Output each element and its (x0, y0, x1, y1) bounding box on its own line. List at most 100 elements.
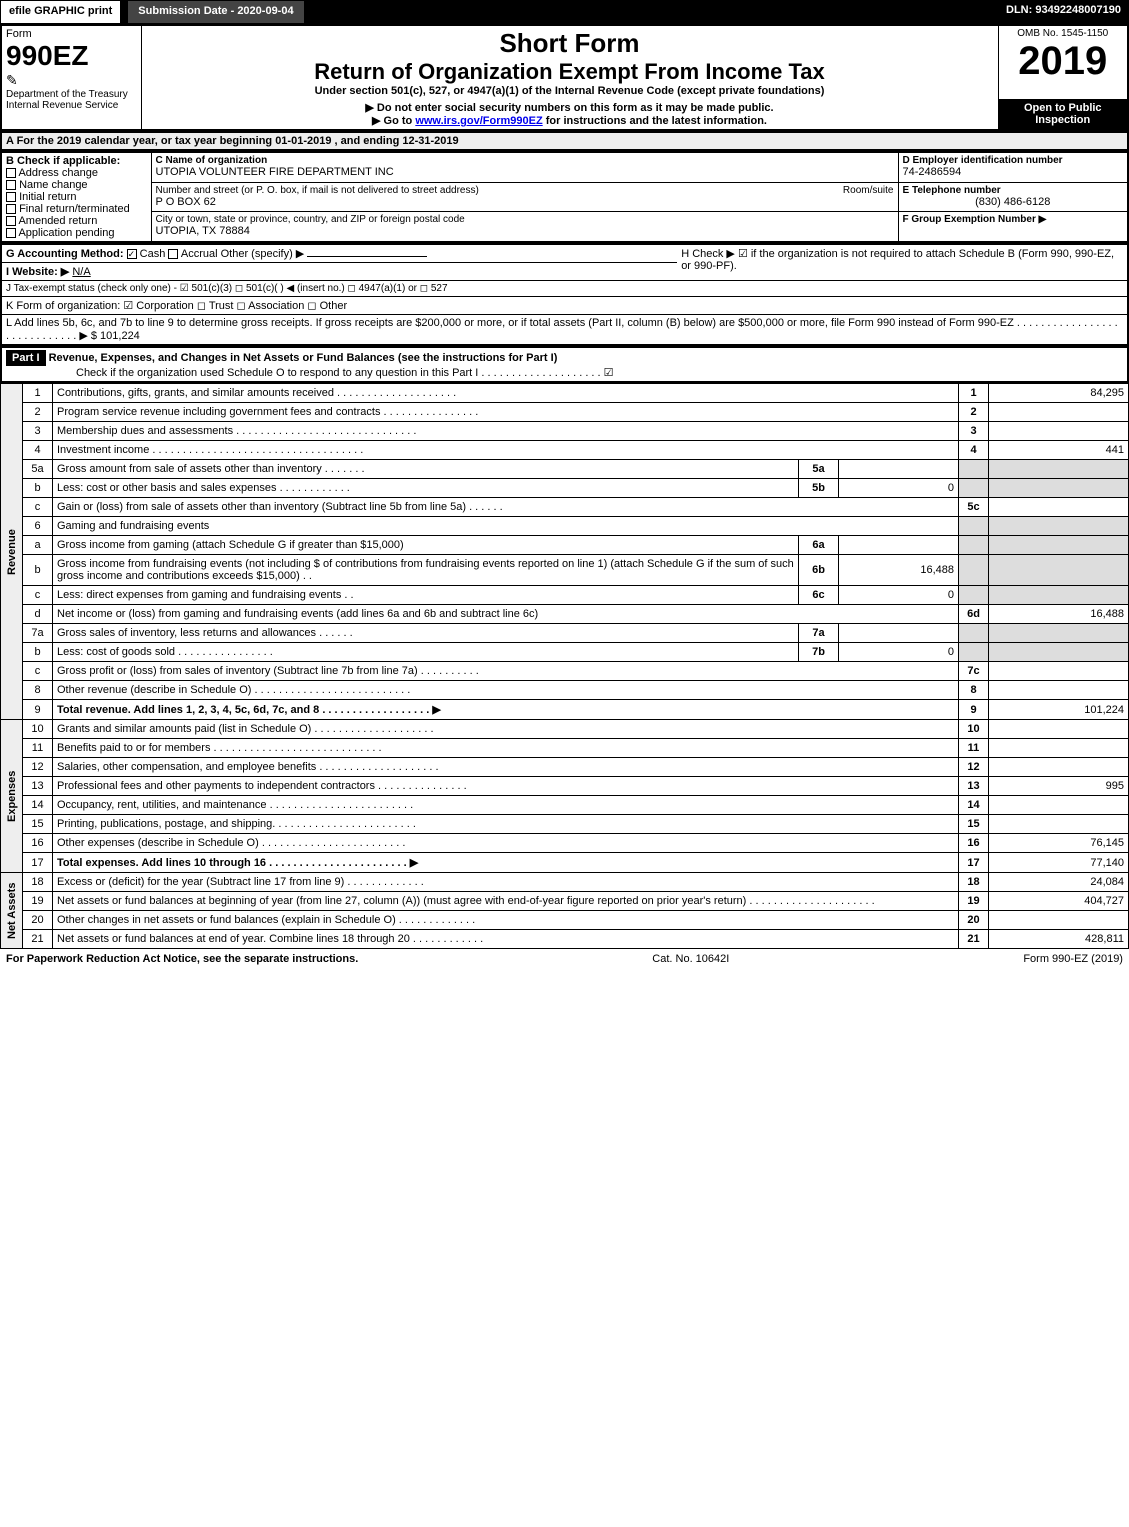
line-2-no: 2 (23, 403, 53, 422)
line-10-fn: 10 (959, 720, 989, 739)
section-c-name-label: C Name of organization (156, 155, 894, 166)
line-10-no: 10 (23, 720, 53, 739)
line-6-grey (959, 517, 989, 536)
line-5b-sub: 5b (799, 479, 839, 498)
form-header: Form 990EZ ✎ Department of the Treasury … (0, 24, 1129, 131)
line-7b-subval: 0 (839, 643, 959, 662)
line-4-fn: 4 (959, 441, 989, 460)
check-accrual[interactable]: Accrual (168, 248, 217, 260)
topbar: efile GRAPHIC print Submission Date - 20… (0, 0, 1129, 24)
revenue-vert-label: Revenue (1, 384, 23, 720)
line-7a-grey (959, 624, 989, 643)
short-form-title: Short Form (146, 28, 994, 59)
line-12-no: 12 (23, 758, 53, 777)
check-other[interactable]: Other (specify) ▶ (221, 248, 305, 260)
line-11-val (989, 739, 1129, 758)
line-5c-desc: Gain or (loss) from sale of assets other… (53, 498, 959, 517)
line-6a-no: a (23, 536, 53, 555)
line-3-fn: 3 (959, 422, 989, 441)
line-3-no: 3 (23, 422, 53, 441)
line-10-val (989, 720, 1129, 739)
tax-year: 2019 (1003, 39, 1124, 84)
line-6b-subval: 16,488 (839, 555, 959, 586)
line-6c-sub: 6c (799, 586, 839, 605)
open-public-inspection: Open to Public Inspection (998, 99, 1128, 130)
irs-link[interactable]: www.irs.gov/Form990EZ (415, 115, 542, 127)
line-5a-greyval (989, 460, 1129, 479)
line-7c-no: c (23, 662, 53, 681)
line-2-fn: 2 (959, 403, 989, 422)
line-13-desc: Professional fees and other payments to … (53, 777, 959, 796)
website-value: N/A (72, 266, 90, 278)
section-k: K Form of organization: ☑ Corporation ◻ … (1, 297, 1128, 315)
line-10-desc: Grants and similar amounts paid (list in… (53, 720, 959, 739)
line-5b-grey (959, 479, 989, 498)
check-cash[interactable]: Cash (127, 248, 166, 260)
line-12-val (989, 758, 1129, 777)
line-7b-greyval (989, 643, 1129, 662)
line-7b-grey (959, 643, 989, 662)
expenses-vert-label: Expenses (1, 720, 23, 873)
section-j: J Tax-exempt status (check only one) - ☑… (1, 281, 1128, 297)
line-15-fn: 15 (959, 815, 989, 834)
line-14-fn: 14 (959, 796, 989, 815)
line-6a-grey (959, 536, 989, 555)
section-a-row: A For the 2019 calendar year, or tax yea… (0, 131, 1129, 151)
lines-table: Revenue 1 Contributions, gifts, grants, … (0, 383, 1129, 949)
line-1-val: 84,295 (989, 384, 1129, 403)
check-application-pending[interactable]: Application pending (6, 227, 147, 239)
under-section: Under section 501(c), 527, or 4947(a)(1)… (146, 85, 994, 97)
line-6c-no: c (23, 586, 53, 605)
part1-title: Revenue, Expenses, and Changes in Net As… (49, 352, 558, 364)
efile-print-button[interactable]: efile GRAPHIC print (0, 0, 121, 24)
line-6d-fn: 6d (959, 605, 989, 624)
line-15-val (989, 815, 1129, 834)
line-18-no: 18 (23, 873, 53, 892)
line-5b-greyval (989, 479, 1129, 498)
line-9-desc: Total revenue. Add lines 1, 2, 3, 4, 5c,… (53, 700, 959, 720)
line-7a-sub: 7a (799, 624, 839, 643)
line-19-no: 19 (23, 892, 53, 911)
check-amended-return[interactable]: Amended return (6, 215, 147, 227)
line-19-val: 404,727 (989, 892, 1129, 911)
line-2-desc: Program service revenue including govern… (53, 403, 959, 422)
line-19-fn: 19 (959, 892, 989, 911)
return-title: Return of Organization Exempt From Incom… (146, 59, 994, 85)
line-7a-no: 7a (23, 624, 53, 643)
line-6d-desc: Net income or (loss) from gaming and fun… (53, 605, 959, 624)
line-15-desc: Printing, publications, postage, and shi… (53, 815, 959, 834)
line-8-desc: Other revenue (describe in Schedule O) .… (53, 681, 959, 700)
line-7a-desc: Gross sales of inventory, less returns a… (53, 624, 799, 643)
line-21-val: 428,811 (989, 930, 1129, 949)
line-20-desc: Other changes in net assets or fund bala… (53, 911, 959, 930)
line-11-fn: 11 (959, 739, 989, 758)
section-l: L Add lines 5b, 6c, and 7b to line 9 to … (1, 315, 1128, 346)
line-9-val: 101,224 (989, 700, 1129, 720)
check-name-change[interactable]: Name change (6, 179, 147, 191)
line-6b-greyval (989, 555, 1129, 586)
line-5a-sub: 5a (799, 460, 839, 479)
line-18-fn: 18 (959, 873, 989, 892)
line-6c-subval: 0 (839, 586, 959, 605)
line-6a-greyval (989, 536, 1129, 555)
line-16-val: 76,145 (989, 834, 1129, 853)
part1-label: Part I (6, 350, 46, 366)
line-7b-sub: 7b (799, 643, 839, 662)
line-6a-subval (839, 536, 959, 555)
omb-no: OMB No. 1545-1150 (1003, 28, 1124, 39)
netassets-vert-label: Net Assets (1, 873, 23, 949)
line-5c-no: c (23, 498, 53, 517)
line-14-no: 14 (23, 796, 53, 815)
line-6b-desc: Gross income from fundraising events (no… (53, 555, 799, 586)
line-6b-no: b (23, 555, 53, 586)
line-6d-no: d (23, 605, 53, 624)
line-16-fn: 16 (959, 834, 989, 853)
line-7b-no: b (23, 643, 53, 662)
ghijkl-block: G Accounting Method: Cash Accrual Other … (0, 243, 1129, 346)
line-6a-sub: 6a (799, 536, 839, 555)
check-final-return[interactable]: Final return/terminated (6, 203, 147, 215)
check-initial-return[interactable]: Initial return (6, 191, 147, 203)
line-20-no: 20 (23, 911, 53, 930)
line-6-desc: Gaming and fundraising events (53, 517, 959, 536)
check-address-change[interactable]: Address change (6, 167, 147, 179)
